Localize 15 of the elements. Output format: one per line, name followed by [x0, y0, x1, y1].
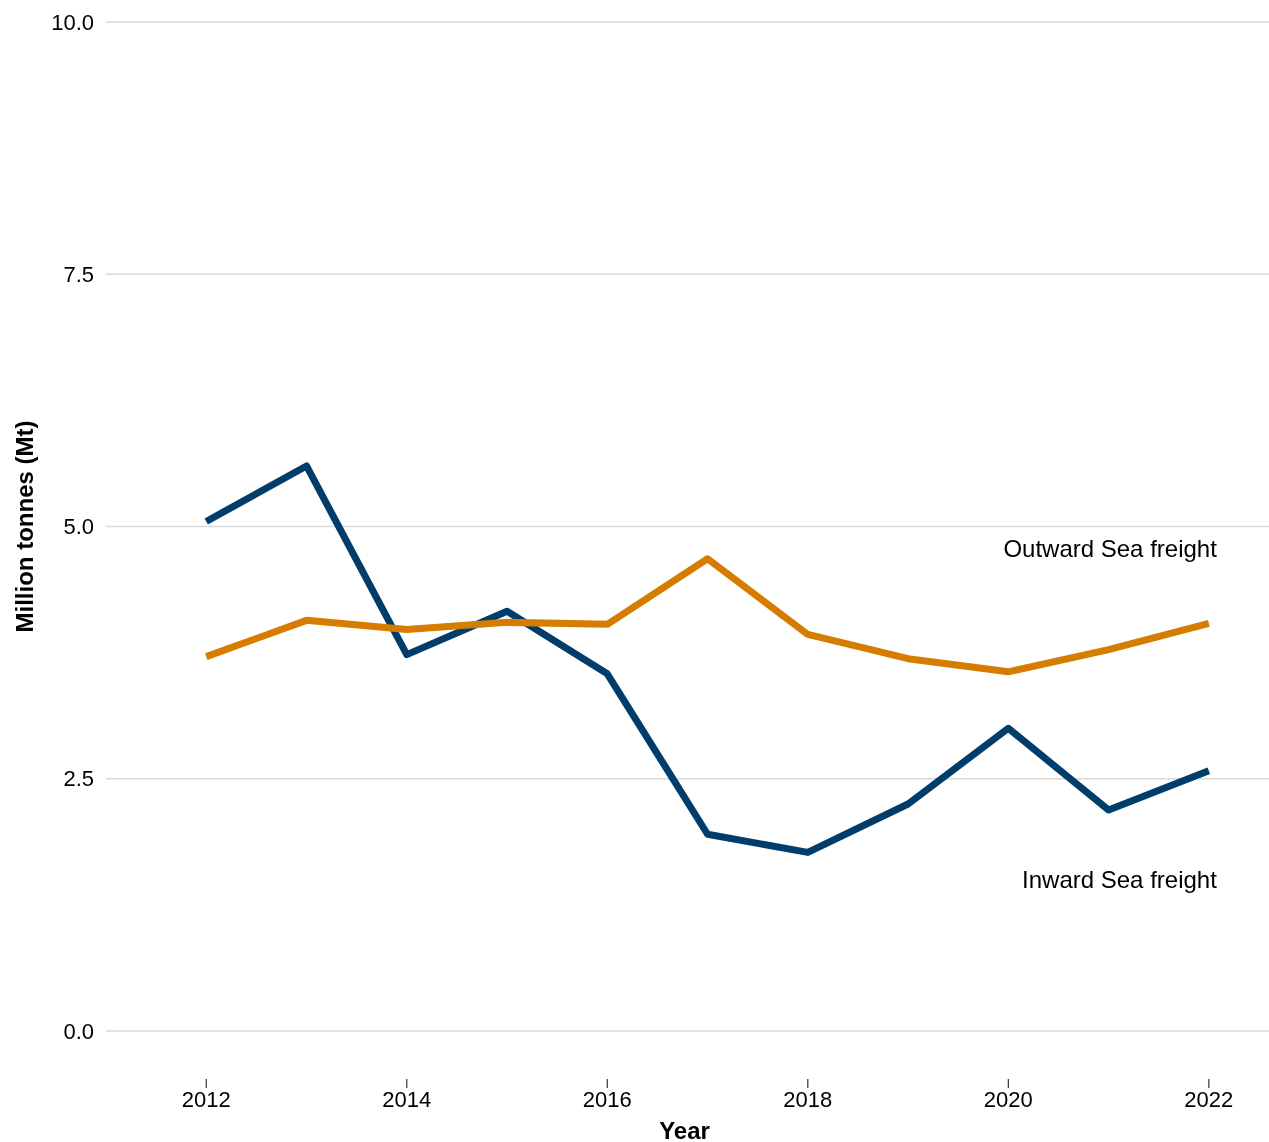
x-tick-label: 2022 — [1184, 1087, 1234, 1112]
x-tick-label: 2012 — [181, 1087, 231, 1112]
y-tick-label: 10.0 — [51, 9, 94, 35]
y-axis-title: Million tonnes (Mt) — [11, 420, 38, 633]
y-tick-label: 7.5 — [63, 261, 94, 287]
x-axis-title: Year — [659, 1117, 710, 1142]
x-tick-label: 2020 — [983, 1087, 1033, 1112]
x-tick-label: 2014 — [382, 1087, 432, 1112]
text: Inward Sea freight — [1022, 865, 1218, 893]
y-tick-label: 2.5 — [63, 766, 94, 792]
text: Outward Sea freight — [1003, 535, 1218, 563]
y-tick-label: 0.0 — [63, 1018, 94, 1044]
y-tick-label: 5.0 — [63, 514, 94, 540]
x-tick-label: 2018 — [783, 1087, 833, 1112]
x-tick-label: 2016 — [582, 1087, 632, 1112]
